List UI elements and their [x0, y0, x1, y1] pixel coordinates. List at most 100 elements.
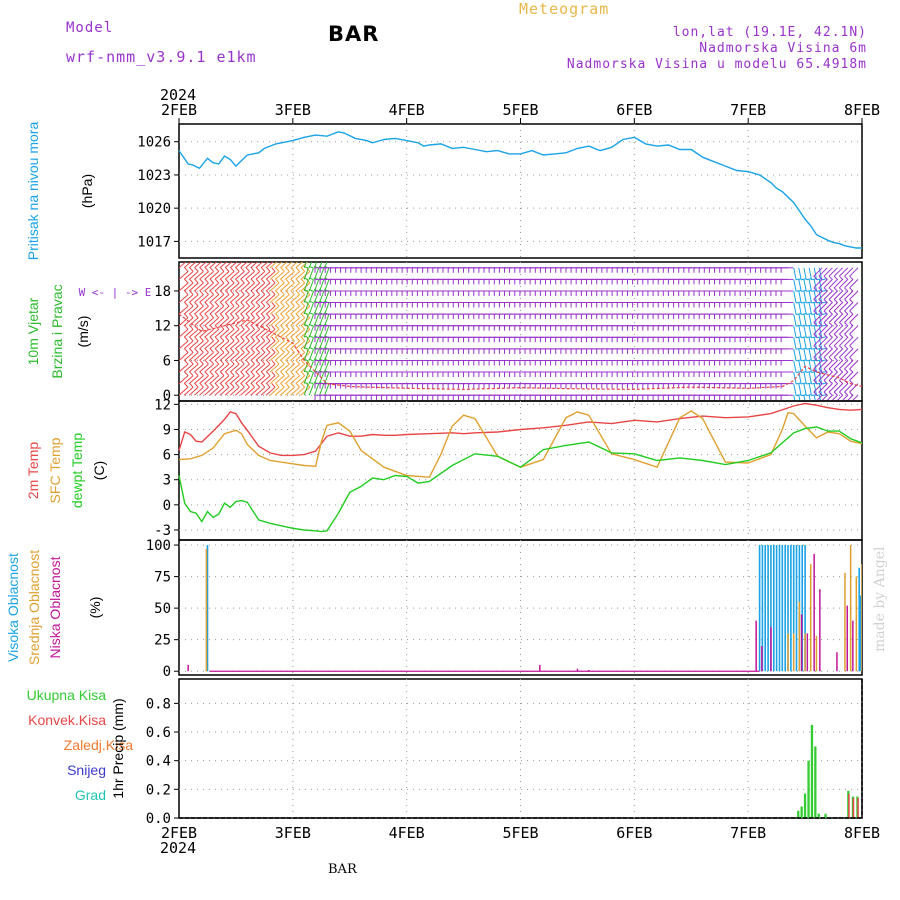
wind-barb-flag [844, 333, 849, 338]
wind-barb-flag [844, 299, 849, 304]
precip_total-bar [797, 810, 800, 818]
wind-barb [813, 348, 818, 361]
wind-barb [194, 282, 204, 292]
wind-barb-flag [811, 382, 817, 385]
wind-barb [229, 294, 240, 303]
wind-barb-flag [290, 313, 295, 319]
wind-barb [290, 352, 300, 361]
wind-barb [818, 336, 828, 347]
wind-barb [188, 271, 199, 280]
wind-barb-flag [828, 333, 833, 338]
wind-barb-flag [215, 302, 220, 307]
wind-barb-flag [266, 278, 271, 284]
wind-barb-flag [806, 382, 812, 385]
wind-barb-flag [844, 345, 849, 350]
wind-barb [199, 340, 209, 350]
wind-barb [234, 375, 245, 384]
wind-barb [224, 317, 235, 327]
wind-barb-flag [801, 382, 807, 385]
wind-barb [209, 386, 220, 396]
dewpt-line [178, 426, 863, 533]
wind-barb [229, 386, 240, 396]
wind-barb [240, 375, 250, 384]
wind-barb [214, 340, 225, 350]
wind-barb [828, 336, 838, 347]
wind-barb-flag [301, 290, 306, 295]
wind-barb [279, 294, 290, 303]
wind-barb-flag [849, 287, 854, 292]
low_cloud-bar [819, 589, 821, 672]
wind-barb-flag [290, 325, 295, 330]
wind-barb-flag [215, 360, 220, 365]
wind-barb [224, 363, 235, 373]
wind-barb [224, 375, 235, 384]
wind-barb [793, 337, 797, 350]
high_cloud-bar [761, 545, 764, 672]
model-elevation-label: Nadmorska Visina u modelu 65.4918m [566, 57, 867, 72]
wind-barb-flag [304, 255, 309, 257]
wind-barb-flag [301, 313, 306, 319]
wind-barb [813, 348, 823, 358]
wind-barb [285, 375, 295, 384]
wind-barb-flag [290, 302, 295, 307]
wind-barb-flag [818, 287, 823, 292]
wind-barb [183, 305, 194, 315]
wind-speed-line [179, 313, 862, 391]
high_cloud-bar [858, 567, 860, 672]
wind-barb-flag [266, 383, 271, 388]
wind-barb-flag [806, 324, 812, 327]
wind-barb-flag [823, 345, 828, 350]
wind-barb-flag [324, 255, 329, 257]
wind-barb [260, 305, 271, 315]
wind-barb-flag [818, 310, 823, 315]
wind-barb [255, 386, 266, 396]
wind-barb-flag [230, 360, 235, 365]
wind-barb-flag [280, 360, 285, 365]
wind-barb [274, 375, 285, 384]
wind-barb [818, 302, 828, 312]
y-tick-label: 9 [163, 422, 171, 438]
y-tick-label: 6 [163, 353, 171, 369]
wind-barb-flag [271, 336, 276, 342]
wind-barb-flag [801, 289, 807, 292]
wind-barb [844, 371, 854, 381]
wind-barb [793, 325, 797, 338]
wind-barb-flag [280, 371, 285, 377]
wind-barb-flag [204, 290, 209, 295]
wind-barb [245, 305, 255, 315]
wind-barb [808, 290, 812, 304]
wind-barb [839, 348, 849, 358]
wind-barb-flag [261, 313, 266, 319]
wind-barb [214, 375, 225, 384]
wind-barb-flag [280, 313, 285, 319]
wind-barb-flag [816, 382, 822, 385]
wind-barb [179, 262, 187, 269]
wind-barb [833, 371, 843, 381]
wind-barb [793, 279, 797, 292]
wind-barb-flag [184, 267, 189, 272]
wind-barb [324, 291, 330, 303]
wind-barb [846, 394, 854, 401]
y-axis-unit: (C) [91, 461, 107, 480]
wind-barb [290, 282, 300, 292]
wind-barb-flag [184, 313, 189, 319]
wind-barb [308, 314, 314, 326]
wind-barb [303, 337, 309, 350]
wind-barb-flag [295, 336, 300, 342]
wind-barb-flag [290, 383, 295, 388]
wind-barb [825, 394, 833, 401]
wind-barb-flag [290, 360, 295, 365]
wind-barb-flag [245, 371, 250, 377]
wind-barb [209, 375, 220, 384]
wind-barb-flag [821, 289, 827, 292]
wind-barb-flag [285, 348, 290, 353]
wind-barb-flag [250, 383, 255, 388]
pressure-line [178, 131, 862, 249]
wind-barb [209, 317, 220, 327]
wind-barb [214, 363, 225, 373]
wind-barb [839, 313, 849, 323]
wind-barb [199, 271, 209, 280]
wind-barb [324, 383, 330, 396]
wind-barb [813, 336, 823, 347]
wind-barb [285, 329, 295, 338]
